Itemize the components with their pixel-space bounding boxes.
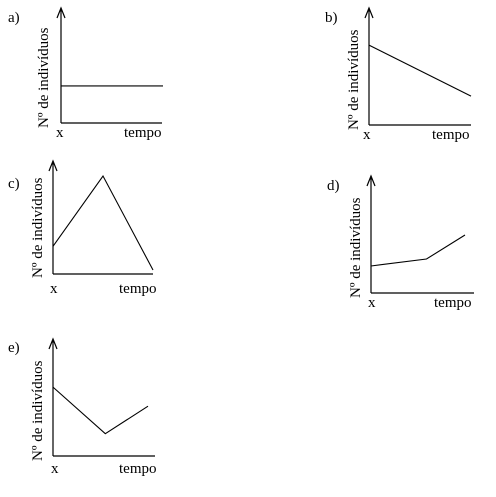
x-origin-label-a: x	[56, 125, 64, 141]
x-origin-label-e: x	[51, 461, 59, 477]
graph-c: c) Nº de indivíduos x tempo	[8, 159, 157, 297]
y-axis-a	[56, 6, 66, 123]
y-axis-label-c: Nº de indivíduos	[30, 177, 46, 278]
curve-b	[368, 44, 472, 97]
graph-a: a) Nº de indivíduos x tempo	[8, 6, 163, 141]
x-axis-label-c: tempo	[119, 281, 157, 297]
x-axis-label-a: tempo	[124, 125, 162, 141]
graph-d: d) Nº de indivíduos x tempo	[327, 174, 474, 311]
x-axis-label-d: tempo	[434, 295, 472, 311]
curve-d	[370, 234, 466, 267]
y-axis-b	[364, 6, 374, 125]
curve-c	[52, 174, 154, 271]
option-label-c: c)	[8, 176, 20, 192]
y-axis-label-b: Nº de indivíduos	[346, 29, 362, 130]
y-axis-d	[366, 174, 376, 293]
y-axis-c	[48, 159, 58, 274]
y-axis-e	[48, 337, 58, 456]
y-axis-label-a: Nº de indivíduos	[36, 27, 52, 128]
x-origin-label-b: x	[363, 127, 371, 143]
option-label-e: e)	[8, 340, 20, 356]
option-label-a: a)	[8, 10, 20, 26]
curve-e	[52, 386, 149, 435]
x-origin-label-c: x	[50, 281, 58, 297]
option-label-d: d)	[327, 178, 340, 194]
y-axis-label-d: Nº de indivíduos	[348, 197, 364, 298]
graph-b: b) Nº de indivíduos x tempo	[325, 6, 472, 143]
x-axis-label-b: tempo	[432, 127, 470, 143]
graph-e: e) Nº de indivíduos x tempo	[8, 337, 157, 477]
option-label-b: b)	[325, 10, 338, 26]
y-axis-label-e: Nº de indivíduos	[30, 360, 46, 461]
x-axis-label-e: tempo	[119, 461, 157, 477]
x-origin-label-d: x	[368, 295, 376, 311]
